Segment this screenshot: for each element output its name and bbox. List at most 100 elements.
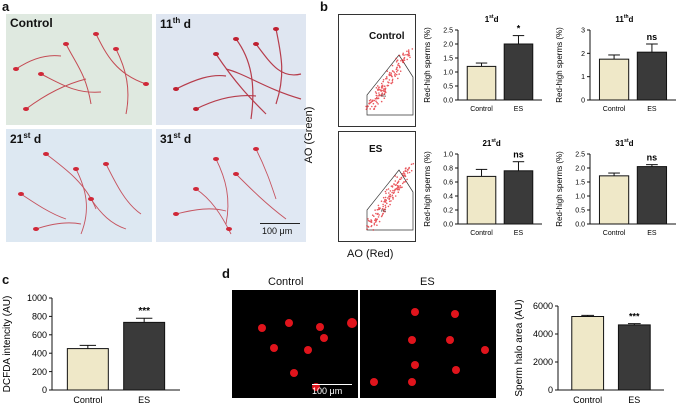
flow-event-dot: [391, 79, 394, 82]
fluor-title-control: Control: [268, 276, 304, 288]
flow-event-dot: [395, 61, 398, 63]
flow-event-dot: [376, 218, 378, 220]
flow-event-dot: [408, 52, 410, 55]
flow-event-dot: [366, 225, 368, 227]
flow-event-dot: [390, 74, 393, 76]
flow-event-dot: [404, 170, 407, 172]
fluorescence-image-control: 100 μm: [232, 290, 358, 398]
y-tick-label: 0: [548, 385, 553, 395]
flow-event-dot: [383, 208, 385, 211]
flow-event-dot: [403, 172, 405, 175]
y-axis-label: Sperm halo area (AU): [514, 299, 525, 396]
flow-event-dot: [407, 49, 410, 51]
y-tick-label: 0.2: [443, 207, 453, 214]
flow-event-dot: [384, 210, 386, 213]
flow-event-dot: [387, 205, 390, 208]
flow-event-dot: [408, 171, 411, 174]
panel-label-b: b: [320, 0, 328, 14]
x-tick-label: Control: [73, 395, 102, 405]
flow-y-axis-label: AO (Green): [303, 106, 315, 164]
flow-event-dot: [375, 212, 377, 215]
flow-event-dot: [367, 225, 370, 228]
flow-event-dot: [378, 208, 381, 211]
y-tick-label: 600: [32, 330, 47, 340]
flow-event-dot: [411, 48, 414, 50]
fluorescence-image-es: [360, 290, 496, 398]
flow-event-dot: [389, 190, 392, 192]
flow-x-axis-label: AO (Red): [347, 248, 394, 260]
flow-scatter: [366, 162, 415, 231]
chart-svg: 0.0 0.2 0.4 0.6 0.8 1.0 Red-high sperms (%) Con…: [423, 138, 542, 237]
flow-event-dot: [367, 105, 369, 108]
panel-label-a: a: [2, 0, 10, 14]
y-tick-label: 1.5: [575, 179, 585, 186]
flow-event-dot: [376, 97, 379, 100]
bar: [503, 170, 534, 225]
flow-plot-control: Control R1: [338, 14, 416, 127]
scale-bar-label: 100 μm: [262, 226, 293, 236]
flow-event-dot: [382, 205, 384, 208]
y-tick-label: 0.5: [575, 207, 585, 214]
y-tick-label: 0: [581, 97, 585, 104]
sperm-drawing: [18, 152, 142, 235]
y-tick-label: 0.5: [443, 83, 453, 90]
bar: [598, 58, 630, 101]
y-tick-label: 0.0: [443, 97, 453, 104]
flow-event-dot: [390, 200, 392, 202]
flow-event-dot: [393, 189, 396, 192]
flow-event-dot: [380, 200, 383, 202]
flow-event-dot: [377, 204, 380, 207]
flow-event-dot: [385, 76, 388, 78]
flow-event-dot: [378, 87, 380, 89]
flow-event-dot: [383, 85, 386, 88]
flow-event-dot: [365, 108, 368, 111]
flow-event-dot: [365, 105, 367, 108]
y-tick-label: 0: [42, 385, 47, 395]
flow-event-dot: [385, 189, 388, 191]
flow-event-dot: [370, 101, 373, 103]
flow-event-dot: [402, 61, 404, 63]
flow-event-dot: [384, 204, 387, 207]
flow-event-dot: [369, 108, 371, 110]
significance-label: ***: [138, 306, 150, 317]
chart-title: 21std: [482, 138, 500, 148]
flow-event-dot: [392, 189, 394, 192]
y-tick-label: 200: [32, 367, 47, 377]
panel-label-d: d: [222, 266, 230, 281]
bar-chart-dcfda: 0 200 400 600 800 1000 DCFDA intencity (AU) Con…: [0, 286, 200, 412]
flow-event-dot: [380, 82, 383, 85]
y-tick-label: 1.0: [443, 69, 453, 76]
y-axis-label: Red-high sperms (%): [423, 151, 432, 227]
bar: [466, 175, 497, 225]
flow-event-dot: [370, 225, 372, 228]
flow-event-dot: [384, 198, 386, 201]
y-tick-label: 2.5: [575, 151, 585, 158]
y-tick-label: 1000: [27, 293, 47, 303]
y-tick-label: 3: [581, 27, 585, 34]
flow-event-dot: [397, 191, 400, 193]
flow-event-dot: [397, 77, 399, 80]
flow-event-dot: [374, 105, 376, 108]
flow-event-dot: [377, 88, 379, 91]
flow-event-dot: [378, 220, 381, 223]
y-axis-label: DCFDA intencity (AU): [2, 296, 13, 393]
flow-event-dot: [398, 73, 400, 75]
flow-event-dot: [368, 99, 371, 102]
bar: [636, 166, 668, 225]
flow-event-dot: [381, 95, 384, 97]
x-tick-label: Control: [573, 395, 602, 405]
flow-title-es: ES: [369, 144, 383, 155]
flow-event-dot: [408, 54, 411, 57]
flow-event-dot: [394, 184, 397, 186]
flow-event-dot: [377, 216, 380, 218]
flow-title-control: Control: [369, 31, 405, 42]
chart-svg: 0 2000 4000 6000 Sperm halo area (AU) Control…: [514, 299, 664, 405]
flow-event-dot: [389, 203, 391, 206]
flow-event-dot: [396, 59, 398, 62]
flow-event-dot: [382, 89, 384, 92]
flow-event-dot: [386, 84, 389, 87]
flow-event-dot: [386, 70, 389, 72]
y-tick-label: 6000: [533, 301, 553, 311]
significance-label: ***: [629, 312, 640, 322]
flow-event-dot: [386, 202, 388, 205]
